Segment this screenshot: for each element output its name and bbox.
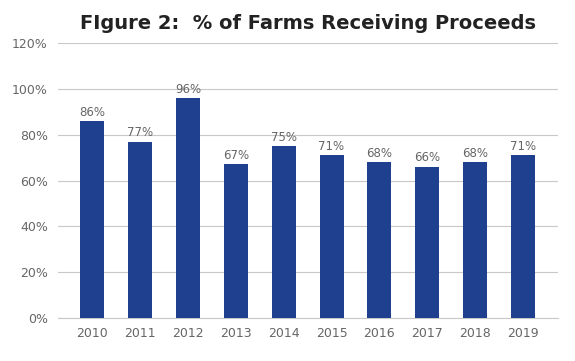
- Text: 67%: 67%: [223, 149, 249, 162]
- Text: 71%: 71%: [319, 140, 344, 153]
- Bar: [511, 155, 535, 318]
- Bar: [415, 167, 439, 318]
- Bar: [128, 142, 152, 318]
- Text: 71%: 71%: [510, 140, 536, 153]
- Text: 68%: 68%: [366, 147, 392, 160]
- Bar: [81, 121, 104, 318]
- Text: 66%: 66%: [414, 152, 440, 165]
- Bar: [176, 98, 200, 318]
- Text: 68%: 68%: [462, 147, 488, 160]
- Bar: [320, 155, 343, 318]
- Text: 77%: 77%: [127, 126, 153, 139]
- Bar: [224, 165, 248, 318]
- Text: 75%: 75%: [271, 131, 297, 144]
- Text: 96%: 96%: [175, 83, 201, 96]
- Bar: [463, 162, 487, 318]
- Text: 86%: 86%: [79, 106, 105, 119]
- Bar: [367, 162, 392, 318]
- Bar: [272, 146, 296, 318]
- Title: FIgure 2:  % of Farms Receiving Proceeds: FIgure 2: % of Farms Receiving Proceeds: [79, 14, 536, 34]
